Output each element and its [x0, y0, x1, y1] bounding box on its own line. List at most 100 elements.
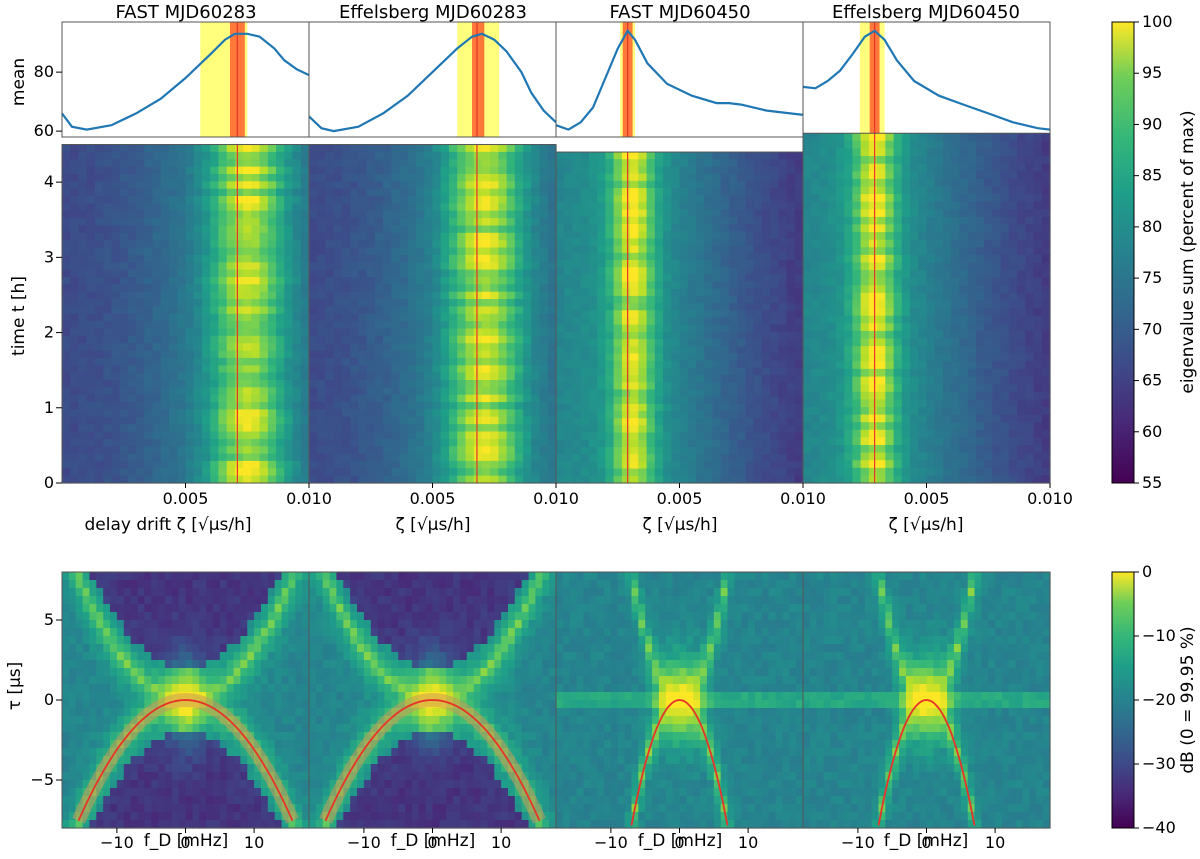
heatmap-cell — [62, 454, 71, 462]
heatmap-cell — [1001, 232, 1010, 240]
heatmap-cell — [383, 409, 392, 417]
heatmap-cell — [852, 141, 861, 149]
heatmap-cell — [959, 179, 968, 187]
heatmap-cell — [877, 247, 886, 255]
heatmap-cell — [680, 260, 689, 268]
heatmap-cell — [614, 238, 623, 246]
heatmap-cell — [1017, 179, 1026, 187]
heatmap-cell — [350, 358, 359, 366]
heatmap-cell — [276, 395, 285, 403]
heatmap-cell — [820, 171, 829, 179]
heatmap-cell — [186, 321, 195, 329]
heatmap-cell — [87, 248, 96, 256]
heatmap-cell — [885, 148, 894, 156]
heatmap-cell — [482, 145, 491, 153]
heatmap-cell — [721, 303, 730, 311]
heatmap-cell — [556, 202, 565, 210]
heatmap-cell — [918, 285, 927, 293]
heatmap-cell — [581, 375, 590, 383]
heatmap-cell — [227, 321, 236, 329]
heatmap-cell — [177, 218, 186, 226]
heatmap-cell — [1009, 285, 1018, 293]
heatmap-cell — [62, 387, 71, 395]
heatmap-cell — [811, 156, 820, 164]
heatmap-cell — [968, 247, 977, 255]
heatmap-cell — [737, 469, 746, 477]
heatmap-cell — [424, 218, 433, 226]
heatmap-cell — [465, 402, 474, 410]
heatmap-cell — [111, 299, 120, 307]
heatmap-cell — [309, 321, 318, 329]
heatmap-cell — [885, 247, 894, 255]
heatmap-cell — [589, 361, 598, 369]
heatmap-cell — [268, 277, 277, 285]
heatmap-cell — [301, 233, 310, 241]
heatmap-cell — [770, 181, 779, 189]
heatmap-cell — [507, 226, 516, 234]
heatmap-cell — [317, 211, 326, 219]
heatmap-cell — [630, 390, 639, 398]
heatmap-cell — [564, 346, 573, 354]
heatmap-cell — [70, 211, 79, 219]
heatmap-cell — [153, 351, 162, 359]
heatmap-cell — [1001, 194, 1010, 202]
heatmap-cell — [564, 231, 573, 239]
heatmap-cell — [62, 424, 71, 432]
heatmap-cell — [935, 293, 944, 301]
heatmap-cell — [103, 454, 112, 462]
heatmap-cell — [688, 303, 697, 311]
heatmap-cell — [729, 238, 738, 246]
heatmap-cell — [408, 336, 417, 344]
heatmap-cell — [153, 402, 162, 410]
heatmap-cell — [391, 454, 400, 462]
heatmap-cell — [367, 299, 376, 307]
heatmap-cell — [704, 332, 713, 340]
heatmap-cell — [268, 314, 277, 322]
heatmap-cell — [177, 248, 186, 256]
heatmap-cell — [391, 203, 400, 211]
heatmap-cell — [523, 424, 532, 432]
heatmap-cell — [153, 167, 162, 175]
heatmap-cell — [951, 232, 960, 240]
heatmap-cell — [811, 164, 820, 172]
heatmap-cell — [729, 440, 738, 448]
heatmap-cell — [680, 267, 689, 275]
heatmap-cell — [844, 148, 853, 156]
heatmap-cell — [326, 270, 335, 278]
heatmap-cell — [721, 274, 730, 282]
heatmap-cell — [120, 203, 129, 211]
heatmap-cell — [103, 292, 112, 300]
heatmap-cell — [540, 358, 549, 366]
heatmap-cell — [688, 260, 697, 268]
heatmap-cell — [573, 418, 582, 426]
heatmap-cell — [268, 211, 277, 219]
heatmap-cell — [540, 343, 549, 351]
heatmap-cell — [111, 432, 120, 440]
heatmap-cell — [350, 284, 359, 292]
heatmap-cell — [136, 373, 145, 381]
heatmap-cell — [721, 411, 730, 419]
heatmap-cell — [1042, 232, 1051, 240]
heatmap-cell — [342, 439, 351, 447]
heatmap-cell — [103, 233, 112, 241]
heatmap-cell — [663, 382, 672, 390]
heatmap-cell — [293, 402, 302, 410]
heatmap-cell — [383, 476, 392, 484]
heatmap-cell — [1017, 263, 1026, 271]
heatmap-cell — [358, 270, 367, 278]
heatmap-cell — [177, 343, 186, 351]
heatmap-cell — [276, 292, 285, 300]
heatmap-cell — [869, 232, 878, 240]
heatmap-cell — [136, 299, 145, 307]
heatmap-cell — [671, 260, 680, 268]
heatmap-cell — [103, 468, 112, 476]
heatmap-cell — [202, 417, 211, 425]
heatmap-cell — [103, 248, 112, 256]
heatmap-cell — [128, 174, 137, 182]
heatmap-cell — [177, 255, 186, 263]
heatmap-cell — [1001, 316, 1010, 324]
heatmap-cell — [523, 292, 532, 300]
heatmap-cell — [655, 166, 664, 174]
heatmap-cell — [992, 308, 1001, 316]
heatmap-cell — [581, 318, 590, 326]
